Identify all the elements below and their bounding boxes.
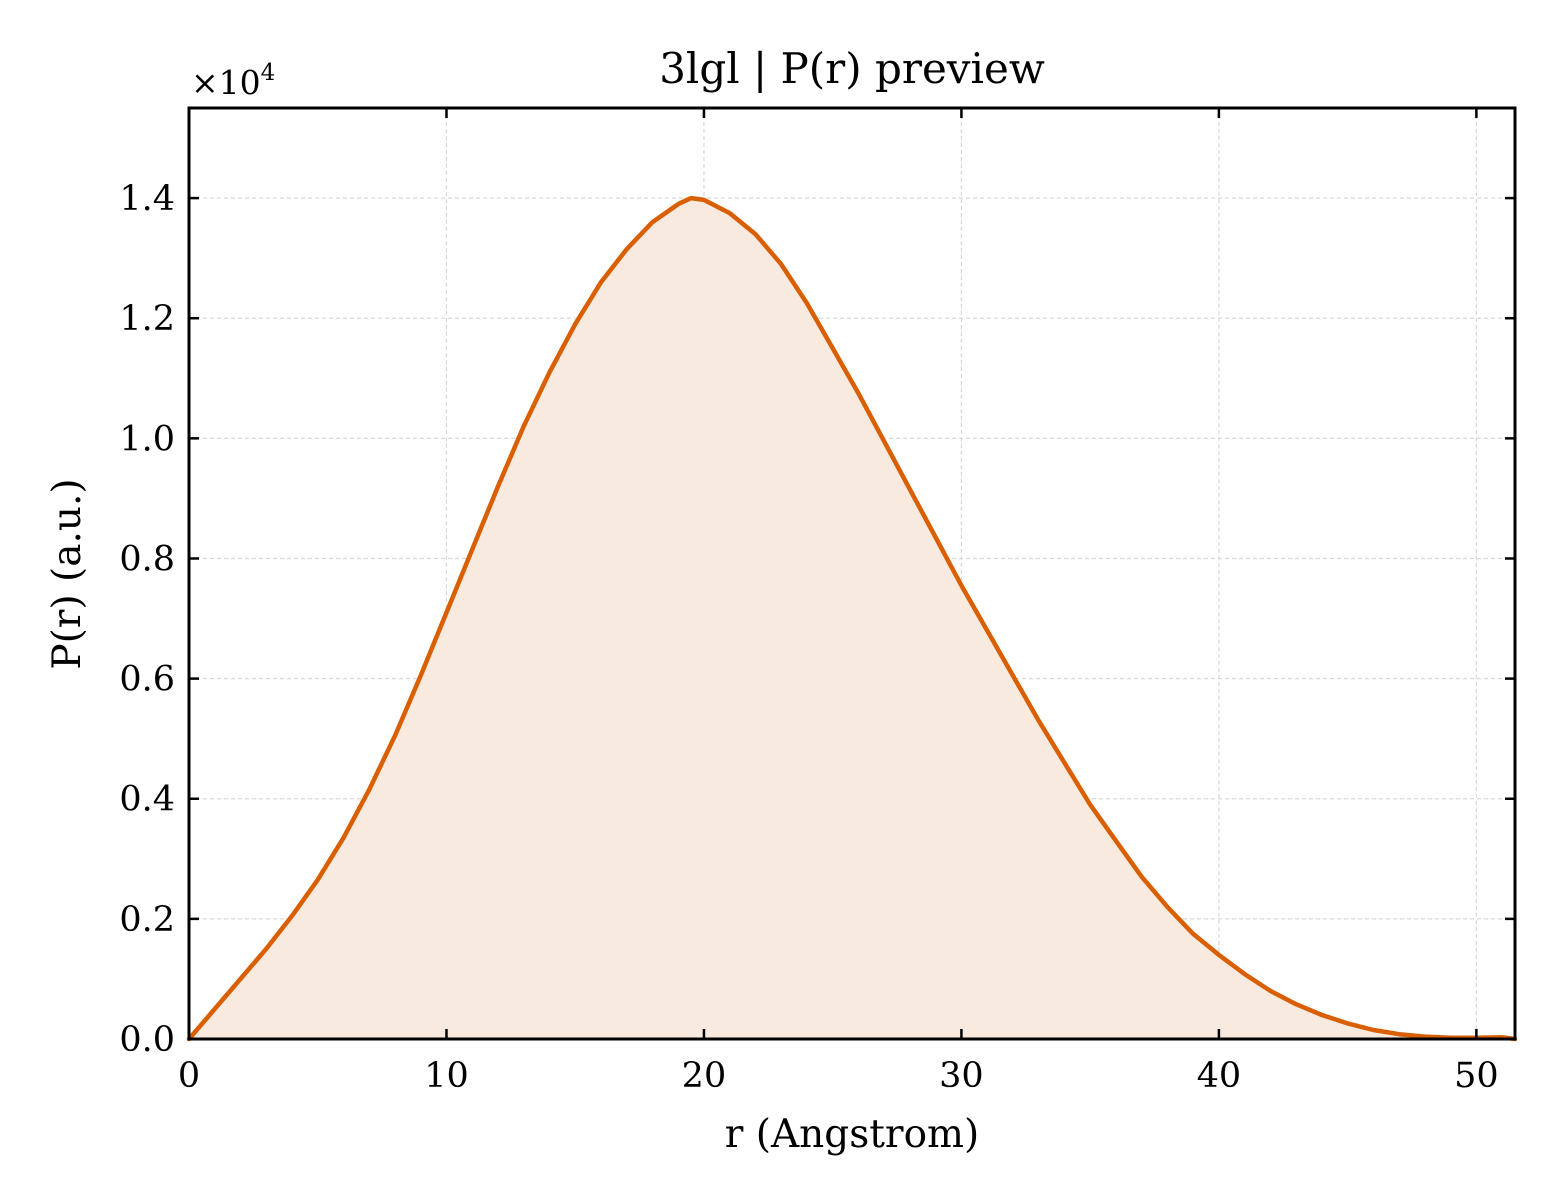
ticks: 0 10 20 30 40 50 0.0 0.2 0.4 0.6 0.8 1.0 1.2 1.4	[119, 108, 1515, 1096]
y-tick-label-4: 0.8	[119, 539, 175, 579]
x-tick-label-1: 10	[424, 1056, 469, 1096]
series-line	[186, 195, 1518, 1042]
x-tick-label-3: 30	[939, 1056, 984, 1096]
y-axis-multiplier-base: ×10	[191, 63, 261, 102]
y-tick-label-2: 0.4	[119, 780, 175, 820]
y-tick-label-1: 0.2	[119, 900, 175, 940]
y-axis-label: P(r) (a.u.)	[45, 478, 90, 669]
y-tick-label-3: 0.6	[119, 660, 175, 700]
x-tick-label-4: 40	[1197, 1056, 1242, 1096]
x-tick-label-5: 50	[1454, 1056, 1499, 1096]
y-tick-label-5: 1.0	[119, 419, 175, 459]
x-tick-label-2: 20	[682, 1056, 727, 1096]
y-tick-label-6: 1.2	[119, 299, 175, 339]
y-axis-multiplier-exponent: 4	[261, 60, 276, 86]
x-axis-label: r (Angstrom)	[725, 1112, 980, 1157]
y-tick-label-0: 0.0	[119, 1020, 175, 1060]
x-tick-label-0: 0	[178, 1056, 200, 1096]
chart-title: 3lgl | P(r) preview	[659, 44, 1045, 93]
plot-frame	[187, 106, 1517, 1041]
y-axis-multiplier: ×104	[191, 60, 275, 102]
y-tick-label-7: 1.4	[119, 179, 175, 219]
series-area-fill	[189, 198, 1515, 1040]
